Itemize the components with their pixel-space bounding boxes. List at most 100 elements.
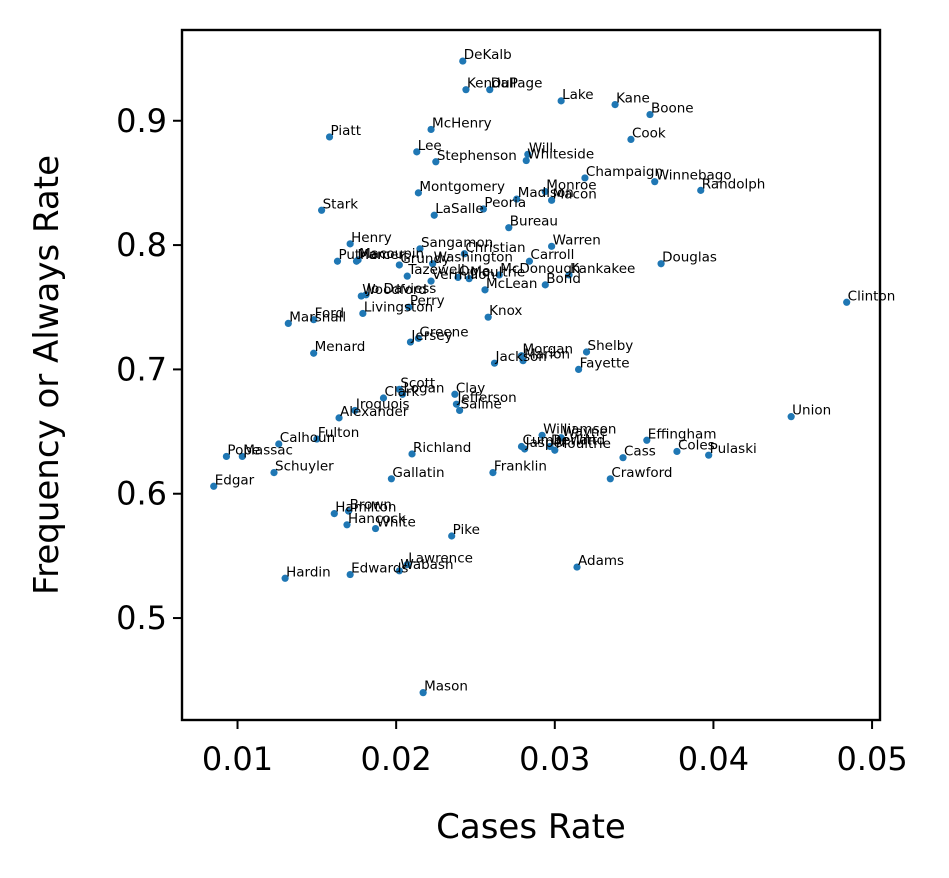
y-tick-label: 0.6 (116, 475, 167, 513)
data-point (403, 560, 411, 569)
point-label: Washington (434, 250, 513, 266)
data-point (519, 357, 527, 365)
point-label: Logan (404, 380, 445, 396)
data-point (419, 689, 427, 697)
y-tick-label: 0.7 (116, 350, 167, 388)
x-tick-label: 0.02 (361, 740, 432, 778)
point-label: Cass (624, 444, 656, 460)
point-label: Williamson (543, 421, 616, 437)
point-label: Marshall (289, 309, 346, 325)
x-tick-label: 0.03 (519, 740, 590, 778)
point-label: Putnam (338, 247, 390, 263)
data-point (465, 275, 473, 283)
data-point (344, 507, 353, 515)
point-label: Stark (323, 196, 359, 212)
data-point (395, 567, 403, 575)
data-point (379, 394, 388, 402)
data-point (330, 510, 338, 518)
point-label: Knox (489, 303, 522, 319)
point-label: Wayne (562, 424, 608, 440)
data-point (697, 186, 705, 194)
data-point (462, 86, 470, 94)
point-label: Hardin (286, 564, 331, 580)
data-point (657, 260, 665, 268)
point-label: Moultrie (470, 265, 525, 281)
point-label: Piatt (331, 123, 361, 139)
point-label: Lake (562, 87, 593, 103)
point-label: LaSalle (435, 201, 483, 217)
data-point (459, 57, 467, 65)
data-point (405, 303, 413, 311)
point-label: McLean (486, 276, 538, 292)
data-point (387, 475, 395, 483)
point-label: Clinton (848, 288, 896, 304)
data-point (451, 390, 459, 398)
point-label: Montgomery (419, 179, 505, 195)
data-point (343, 521, 351, 529)
point-label: Sangamon (421, 235, 493, 251)
data-point (479, 205, 488, 213)
data-point (430, 211, 438, 219)
data-point (310, 349, 318, 357)
x-tick-label: 0.01 (202, 740, 273, 778)
data-point (513, 195, 521, 203)
data-point (427, 277, 435, 285)
point-label: Kendall (467, 76, 516, 92)
data-point (787, 413, 795, 421)
point-label: Mason (424, 679, 468, 695)
point-label: Macoupin (359, 246, 424, 262)
point-label: Edgar (215, 472, 255, 488)
data-point (565, 271, 573, 279)
point-label: Lawrence (408, 551, 473, 567)
data-point (333, 257, 342, 265)
data-point (525, 257, 534, 265)
data-point (611, 100, 619, 109)
data-point (456, 406, 464, 415)
point-label: Gallatin (392, 465, 444, 481)
point-label: Saline (461, 396, 502, 412)
data-point (486, 86, 494, 94)
data-point (551, 446, 559, 454)
point-label: Clay (456, 380, 485, 396)
data-point (413, 148, 421, 156)
point-label: Ogle (459, 263, 490, 279)
point-label: Fulton (318, 425, 359, 441)
point-label: Menard (315, 339, 366, 355)
point-label: Whiteside (527, 147, 594, 163)
data-point (416, 245, 424, 253)
point-label: Boone (651, 101, 694, 117)
data-point (318, 206, 326, 214)
point-label: McHenry (432, 115, 492, 131)
plot-frame (180, 28, 882, 722)
point-label: Marion (524, 347, 570, 363)
x-axis-label: Cases Rate (436, 807, 626, 847)
x-tick-label: 0.04 (678, 740, 749, 778)
point-label: Kankakee (570, 261, 635, 277)
point-label: Richland (413, 440, 471, 456)
data-point (548, 242, 556, 250)
data-point (210, 482, 218, 490)
point-label: Jackson (495, 349, 547, 365)
point-label: Scott (400, 375, 435, 391)
data-point (574, 365, 583, 374)
data-point (541, 188, 549, 196)
data-point (521, 445, 529, 453)
data-point (352, 257, 361, 265)
point-label: Carroll (530, 247, 574, 263)
data-point (275, 440, 283, 448)
data-point (452, 400, 461, 408)
point-label: McDonough (500, 261, 580, 277)
data-point (310, 316, 318, 324)
point-label: Peoria (484, 195, 526, 211)
point-label: Monroe (546, 178, 596, 194)
point-label: Christian (465, 240, 525, 256)
data-point (619, 454, 627, 462)
data-point (643, 436, 651, 444)
data-point (448, 532, 456, 540)
point-label: Hamilton (335, 500, 396, 516)
point-label: DeWitt (551, 432, 597, 448)
data-point (843, 298, 851, 306)
data-point (557, 434, 565, 442)
